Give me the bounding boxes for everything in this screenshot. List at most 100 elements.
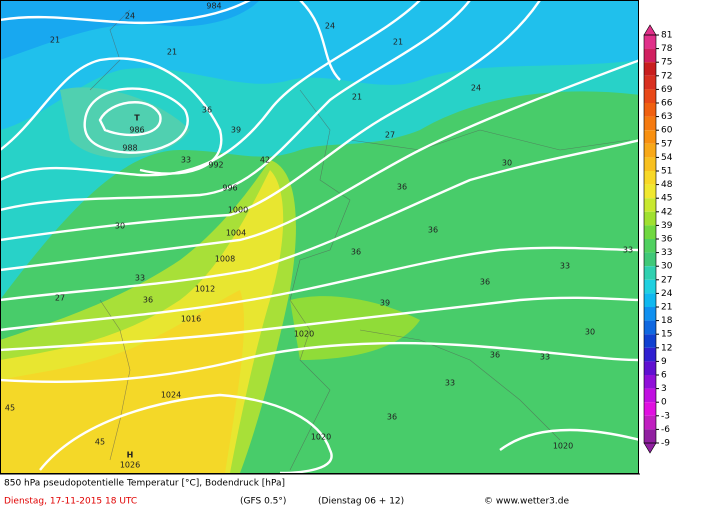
colorbar-band bbox=[644, 211, 656, 226]
colorbar-band bbox=[644, 334, 656, 348]
map-label: 1000 bbox=[228, 206, 248, 215]
colorbar-band bbox=[644, 116, 656, 131]
map-label: 1024 bbox=[161, 391, 181, 400]
map-label: 36 bbox=[490, 351, 500, 360]
colorbar-label: 72 bbox=[661, 71, 672, 81]
colorbar-band bbox=[644, 89, 656, 103]
map-label: 45 bbox=[5, 404, 15, 413]
map-label: 21 bbox=[167, 48, 177, 57]
colorbar-label: 42 bbox=[661, 207, 672, 217]
colorbar-band bbox=[644, 252, 656, 267]
colorbar-label: 18 bbox=[661, 316, 673, 326]
map-label: 992 bbox=[208, 161, 223, 170]
colorbar-band bbox=[644, 388, 656, 403]
map-label: 21 bbox=[50, 36, 60, 45]
map-label: 36 bbox=[351, 248, 361, 257]
colorbar-label: 27 bbox=[661, 275, 672, 285]
map-label: 24 bbox=[471, 84, 481, 93]
colorbar-label: -6 bbox=[661, 425, 670, 435]
colorbar-label: 69 bbox=[661, 85, 673, 95]
map-label: 996 bbox=[222, 184, 237, 193]
colorbar-band bbox=[644, 103, 656, 117]
map-label: 33 bbox=[623, 246, 633, 255]
map-label: 1026 bbox=[120, 461, 140, 470]
map-label: 33 bbox=[560, 262, 570, 271]
colorbar-band bbox=[644, 415, 656, 430]
map-label: 33 bbox=[135, 274, 145, 283]
colorbar-label: 3 bbox=[661, 384, 667, 394]
colorbar-label: 75 bbox=[661, 58, 672, 68]
map-label: 30 bbox=[585, 328, 595, 337]
colorbar-band bbox=[644, 157, 656, 171]
colorbar-band bbox=[644, 171, 656, 185]
footer-title: 850 hPa pseudopotentielle Temperatur [°C… bbox=[4, 479, 285, 489]
colorbar-label: 48 bbox=[661, 180, 673, 190]
map-label: 33 bbox=[445, 379, 455, 388]
colorbar: 8178757269666360575451484542393633302724… bbox=[643, 24, 673, 454]
map-label: 33 bbox=[181, 156, 191, 165]
colorbar-label: 6 bbox=[661, 371, 667, 381]
colorbar-band bbox=[644, 35, 656, 49]
colorbar-label: 24 bbox=[661, 289, 673, 299]
colorbar-label: 81 bbox=[661, 31, 672, 41]
colorbar-label: 12 bbox=[661, 343, 672, 353]
colorbar-label: 78 bbox=[661, 44, 673, 54]
colorbar-label: 36 bbox=[661, 235, 673, 245]
colorbar-label: 9 bbox=[661, 357, 667, 367]
colorbar-label: 57 bbox=[661, 139, 672, 149]
colorbar-band bbox=[644, 143, 656, 158]
colorbar-label: -3 bbox=[661, 411, 670, 421]
colorbar-band bbox=[644, 130, 656, 144]
map-label: 27 bbox=[385, 131, 395, 140]
map-label: 45 bbox=[95, 438, 105, 447]
map-label: 33 bbox=[540, 353, 550, 362]
colorbar-band bbox=[644, 293, 656, 307]
colorbar-tip bbox=[643, 24, 657, 36]
colorbar-band bbox=[644, 361, 656, 375]
colorbar-label: 63 bbox=[661, 112, 672, 122]
colorbar-label: 66 bbox=[661, 99, 673, 109]
colorbar-label: -9 bbox=[661, 439, 670, 449]
colorbar-label: 30 bbox=[661, 262, 673, 272]
colorbar-label: 51 bbox=[661, 167, 672, 177]
colorbar-band bbox=[644, 320, 656, 335]
colorbar-band bbox=[644, 239, 656, 253]
colorbar-band bbox=[644, 429, 656, 443]
map-label: 27 bbox=[55, 294, 65, 303]
map-label: 30 bbox=[115, 222, 125, 231]
colorbar-label: 21 bbox=[661, 303, 672, 313]
map-label: 36 bbox=[387, 413, 397, 422]
map-label: 1020 bbox=[311, 433, 331, 442]
colorbar-band bbox=[644, 266, 656, 280]
map-label: 24 bbox=[325, 22, 335, 31]
colorbar-band bbox=[644, 48, 656, 63]
colorbar-tip bbox=[643, 442, 657, 454]
map-label: 986 bbox=[129, 126, 144, 135]
map-label: 42 bbox=[260, 156, 270, 165]
pressure-center: T bbox=[134, 114, 140, 123]
footer-credit: © www.wetter3.de bbox=[484, 497, 569, 507]
footer-date: Dienstag, 17-11-2015 18 UTC bbox=[4, 497, 137, 507]
colorbar-band bbox=[644, 375, 656, 389]
colorbar-label: 45 bbox=[661, 194, 672, 204]
map-label: 1020 bbox=[553, 442, 573, 451]
map-label: 36 bbox=[397, 183, 407, 192]
map-label: 1020 bbox=[294, 330, 314, 339]
colorbar-label: 39 bbox=[661, 221, 673, 231]
map-label: 36 bbox=[143, 296, 153, 305]
colorbar-label: 60 bbox=[661, 126, 673, 136]
map-label: 1004 bbox=[226, 229, 246, 238]
map-label: 1012 bbox=[195, 285, 215, 294]
map-label: 984 bbox=[206, 2, 221, 11]
colorbar-label: 54 bbox=[661, 153, 673, 163]
map-label: 24 bbox=[125, 12, 135, 21]
colorbar-band bbox=[644, 279, 656, 294]
map-label: 988 bbox=[122, 144, 137, 153]
colorbar-band bbox=[644, 198, 656, 212]
map-label: 39 bbox=[231, 126, 241, 135]
map-label: 36 bbox=[202, 106, 212, 115]
map-area bbox=[1, 1, 638, 473]
pressure-center: H bbox=[127, 451, 134, 460]
